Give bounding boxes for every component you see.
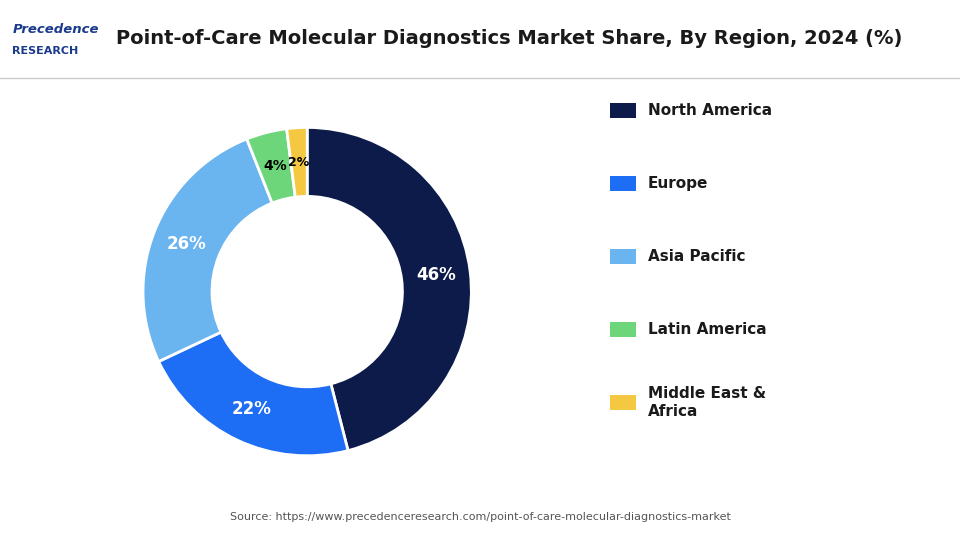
Text: Europe: Europe	[648, 176, 708, 191]
Text: RESEARCH: RESEARCH	[12, 46, 79, 56]
Text: Source: https://www.precedenceresearch.com/point-of-care-molecular-diagnostics-m: Source: https://www.precedenceresearch.c…	[229, 512, 731, 522]
Bar	[610, 395, 636, 410]
Bar	[610, 176, 636, 191]
Text: 26%: 26%	[167, 235, 206, 253]
Text: North America: North America	[648, 103, 772, 118]
Wedge shape	[247, 129, 296, 203]
Wedge shape	[143, 139, 272, 361]
Text: 2%: 2%	[288, 156, 310, 168]
Text: Asia Pacific: Asia Pacific	[648, 249, 746, 264]
Wedge shape	[287, 127, 307, 197]
Text: Latin America: Latin America	[648, 322, 767, 337]
Text: 22%: 22%	[232, 400, 272, 418]
Text: Point-of-Care Molecular Diagnostics Market Share, By Region, 2024 (%): Point-of-Care Molecular Diagnostics Mark…	[115, 29, 902, 49]
Bar	[610, 103, 636, 118]
Text: Middle East &
Africa: Middle East & Africa	[648, 386, 766, 418]
Text: 4%: 4%	[263, 159, 287, 173]
Bar	[610, 322, 636, 337]
Wedge shape	[307, 127, 471, 450]
Text: Precedence: Precedence	[12, 23, 99, 36]
Text: 46%: 46%	[416, 266, 456, 285]
Wedge shape	[158, 332, 348, 456]
Bar	[610, 249, 636, 264]
